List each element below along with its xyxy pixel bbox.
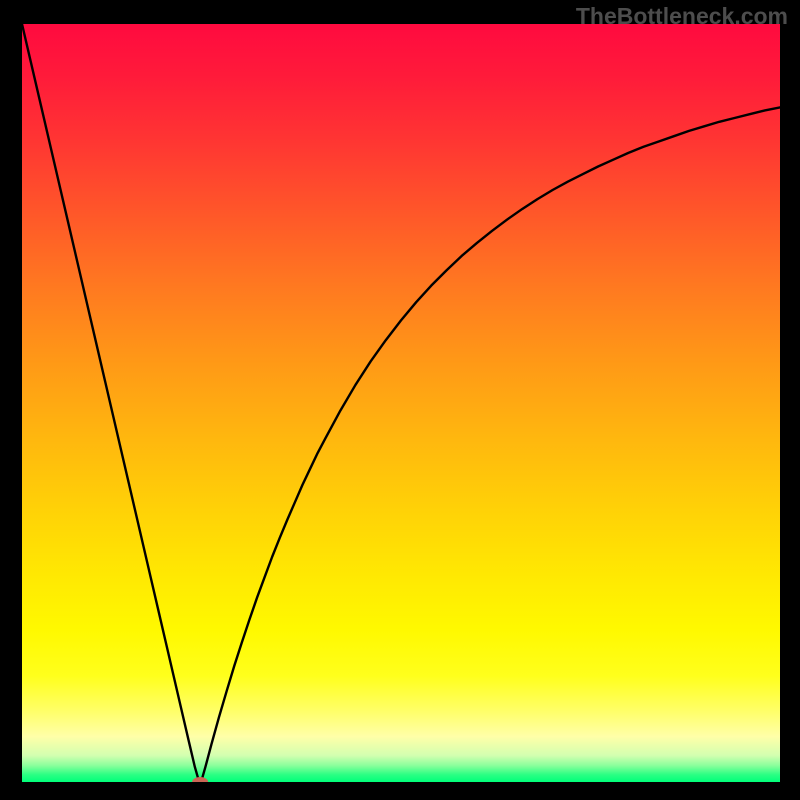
watermark-text: TheBottleneck.com xyxy=(576,3,788,30)
chart-frame xyxy=(22,24,780,782)
plot-area xyxy=(22,24,780,782)
chart-svg xyxy=(22,24,780,782)
